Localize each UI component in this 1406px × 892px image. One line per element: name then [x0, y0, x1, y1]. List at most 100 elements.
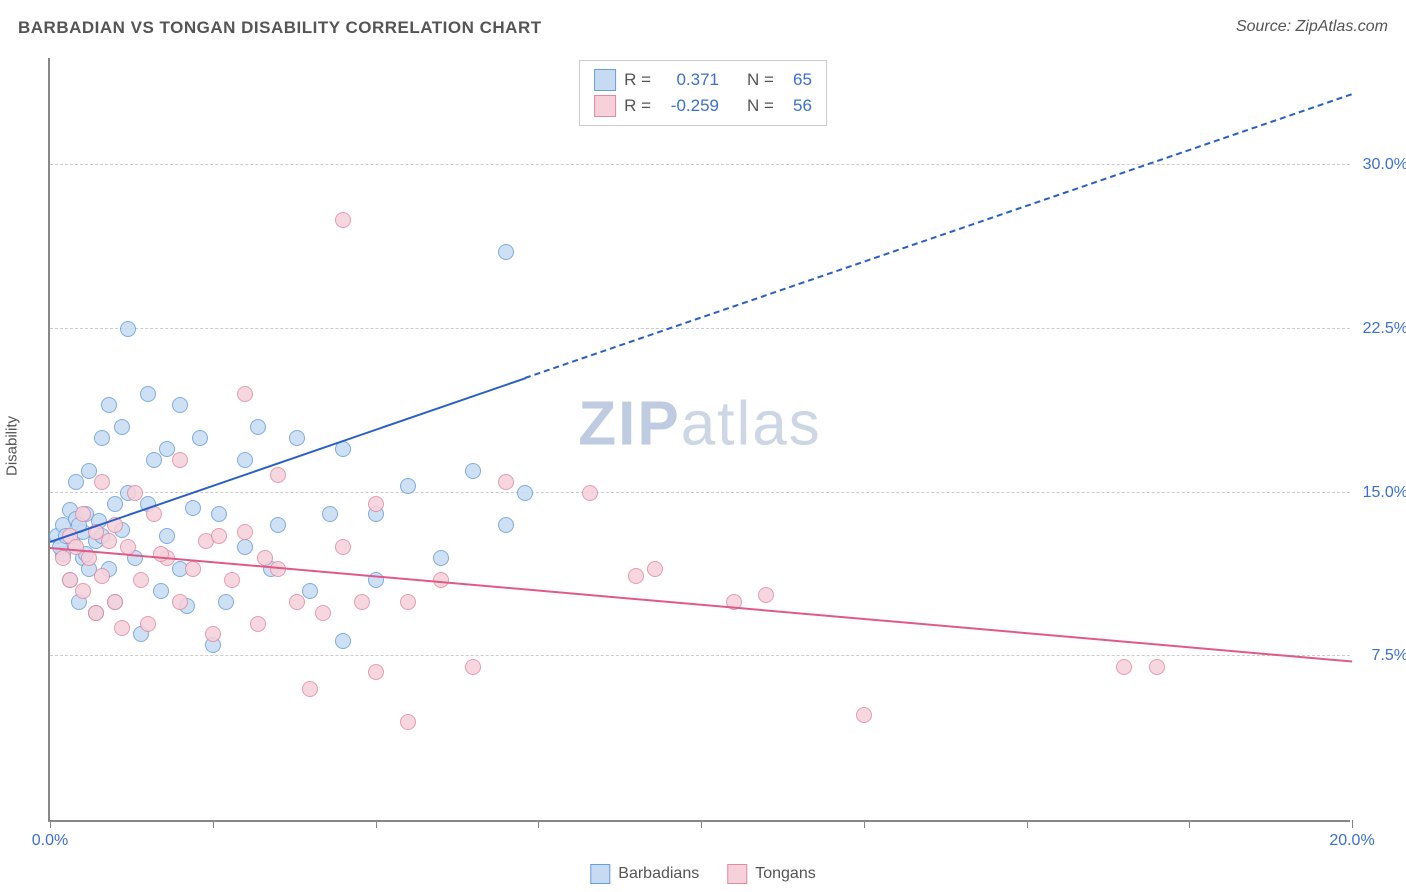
data-point	[211, 528, 227, 544]
data-point	[127, 485, 143, 501]
data-point	[335, 212, 351, 228]
data-point	[400, 478, 416, 494]
data-point	[120, 321, 136, 337]
trend-line-dashed	[525, 93, 1352, 379]
data-point	[172, 397, 188, 413]
data-point	[257, 550, 273, 566]
legend-n-label: N =	[747, 93, 774, 119]
watermark: ZIPatlas	[578, 388, 821, 459]
legend-swatch	[594, 69, 616, 91]
data-point	[237, 386, 253, 402]
chart-title: BARBADIAN VS TONGAN DISABILITY CORRELATI…	[18, 18, 542, 37]
data-point	[107, 594, 123, 610]
data-point	[517, 485, 533, 501]
data-point	[146, 452, 162, 468]
data-point	[498, 474, 514, 490]
data-point	[185, 561, 201, 577]
gridline	[50, 655, 1350, 656]
header: BARBADIAN VS TONGAN DISABILITY CORRELATI…	[18, 18, 1388, 46]
data-point	[153, 583, 169, 599]
legend-item: Barbadians	[590, 864, 699, 884]
x-tick-label: 20.0%	[1329, 832, 1374, 850]
data-point	[101, 397, 117, 413]
data-point	[302, 583, 318, 599]
legend-swatch	[590, 864, 610, 884]
legend-item: Tongans	[727, 864, 816, 884]
data-point	[433, 550, 449, 566]
data-point	[185, 500, 201, 516]
data-point	[368, 496, 384, 512]
x-tick	[376, 820, 377, 828]
data-point	[1149, 659, 1165, 675]
data-point	[368, 664, 384, 680]
legend-swatch	[727, 864, 747, 884]
legend-n-value: 65	[782, 67, 812, 93]
x-tick	[50, 820, 51, 828]
data-point	[237, 539, 253, 555]
data-point	[55, 550, 71, 566]
y-tick-label: 22.5%	[1363, 320, 1406, 338]
data-point	[153, 546, 169, 562]
data-point	[218, 594, 234, 610]
y-axis-label: Disability	[4, 416, 21, 476]
data-point	[237, 524, 253, 540]
legend-r-label: R =	[624, 67, 651, 93]
data-point	[94, 430, 110, 446]
x-tick	[864, 820, 865, 828]
data-point	[582, 485, 598, 501]
plot-area: ZIPatlas 7.5%15.0%22.5%30.0%0.0%20.0%	[48, 58, 1350, 822]
data-point	[628, 568, 644, 584]
correlation-legend: R = 0.371 N = 65R = -0.259 N = 56	[579, 60, 827, 126]
data-point	[172, 452, 188, 468]
data-point	[68, 474, 84, 490]
data-point	[94, 568, 110, 584]
source-label: Source: ZipAtlas.com	[1236, 18, 1388, 36]
data-point	[140, 386, 156, 402]
legend-row: R =0.371N =65	[594, 67, 812, 93]
x-tick	[213, 820, 214, 828]
trend-line	[50, 377, 526, 543]
data-point	[133, 572, 149, 588]
data-point	[498, 517, 514, 533]
data-point	[159, 528, 175, 544]
legend-r-value: 0.371	[659, 67, 719, 93]
data-point	[335, 633, 351, 649]
legend-row: R = -0.259 N = 56	[594, 93, 812, 119]
legend-label: Barbadians	[618, 865, 699, 882]
data-point	[114, 419, 130, 435]
data-point	[322, 506, 338, 522]
data-point	[1116, 659, 1132, 675]
data-point	[270, 467, 286, 483]
gridline	[50, 492, 1350, 493]
data-point	[250, 616, 266, 632]
trend-line	[50, 547, 1352, 663]
x-tick	[1189, 820, 1190, 828]
gridline	[50, 164, 1350, 165]
y-tick-label: 30.0%	[1363, 156, 1406, 174]
data-point	[75, 506, 91, 522]
data-point	[315, 605, 331, 621]
data-point	[224, 572, 240, 588]
data-point	[101, 533, 117, 549]
data-point	[172, 594, 188, 610]
data-point	[465, 659, 481, 675]
data-point	[335, 539, 351, 555]
data-point	[75, 583, 91, 599]
legend-r-label: R =	[624, 93, 651, 119]
data-point	[211, 506, 227, 522]
data-point	[647, 561, 663, 577]
legend-r-value: -0.259	[659, 93, 719, 119]
y-tick-label: 15.0%	[1363, 484, 1406, 502]
data-point	[302, 681, 318, 697]
data-point	[88, 605, 104, 621]
x-tick	[701, 820, 702, 828]
data-point	[250, 419, 266, 435]
data-point	[400, 714, 416, 730]
data-point	[289, 430, 305, 446]
data-point	[289, 594, 305, 610]
series-legend: Barbadians Tongans	[590, 864, 815, 884]
data-point	[270, 517, 286, 533]
legend-n-value: 56	[782, 93, 812, 119]
gridline	[50, 328, 1350, 329]
x-tick-label: 0.0%	[32, 832, 68, 850]
